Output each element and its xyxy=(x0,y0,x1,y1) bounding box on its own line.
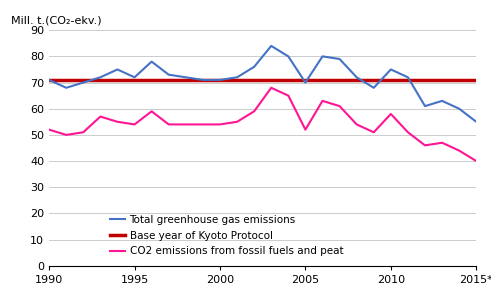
Legend: Total greenhouse gas emissions, Base year of Kyoto Protocol, CO2 emissions from : Total greenhouse gas emissions, Base yea… xyxy=(106,211,347,261)
Text: Mill. t.(CO₂-ekv.): Mill. t.(CO₂-ekv.) xyxy=(11,15,101,25)
